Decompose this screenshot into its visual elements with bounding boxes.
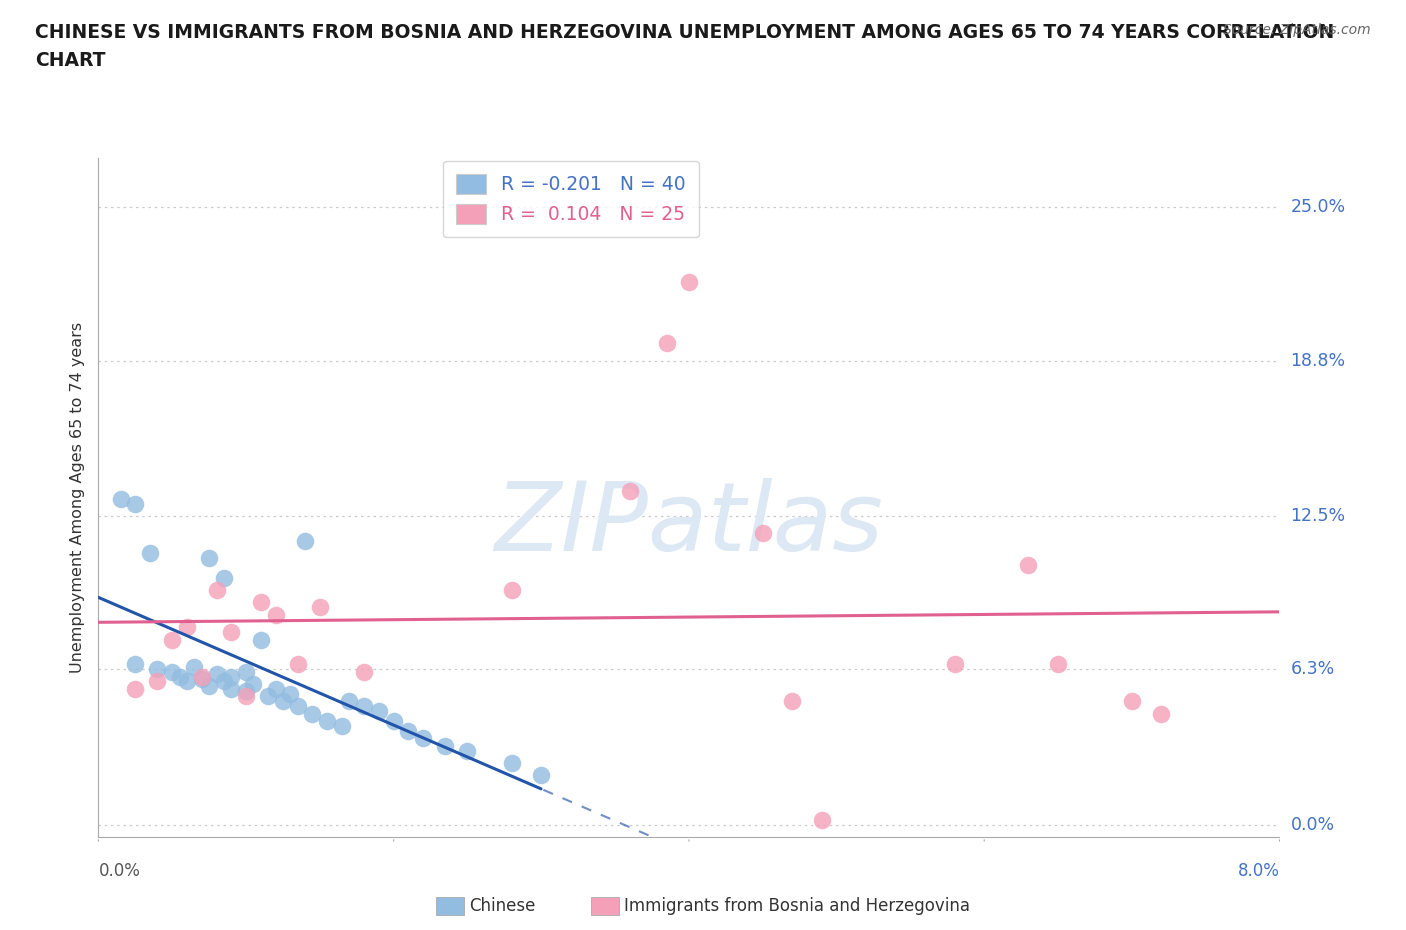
Point <box>287 698 309 713</box>
Point <box>294 533 316 548</box>
Point <box>198 551 221 565</box>
Point <box>169 669 191 684</box>
Point <box>751 525 773 540</box>
Legend: R = -0.201   N = 40, R =  0.104   N = 25: R = -0.201 N = 40, R = 0.104 N = 25 <box>443 161 699 237</box>
Point <box>235 664 257 679</box>
Point <box>810 812 832 827</box>
Point <box>278 686 301 701</box>
Point <box>124 657 146 671</box>
Text: 0.0%: 0.0% <box>98 862 141 880</box>
Point <box>212 570 235 585</box>
Point <box>396 724 419 738</box>
Point <box>456 743 478 758</box>
Point <box>162 632 183 647</box>
Point <box>782 694 804 709</box>
Point <box>287 657 309 671</box>
Point <box>382 713 405 728</box>
Point <box>353 698 375 713</box>
Point <box>271 694 294 709</box>
Point <box>212 674 235 689</box>
Point <box>1150 706 1173 721</box>
Point <box>678 274 700 289</box>
Point <box>301 706 323 721</box>
Point <box>124 497 146 512</box>
Text: ZIPatlas: ZIPatlas <box>495 478 883 571</box>
Point <box>501 583 523 598</box>
Y-axis label: Unemployment Among Ages 65 to 74 years: Unemployment Among Ages 65 to 74 years <box>69 322 84 673</box>
Point <box>434 738 457 753</box>
Point <box>250 595 273 610</box>
Point <box>501 755 523 770</box>
Point <box>110 491 132 506</box>
Point <box>1017 558 1039 573</box>
Point <box>190 671 214 686</box>
Point <box>176 619 198 634</box>
Point <box>198 679 221 694</box>
Point <box>242 676 264 691</box>
Point <box>205 583 228 598</box>
Point <box>412 731 434 746</box>
Text: Source: ZipAtlas.com: Source: ZipAtlas.com <box>1223 23 1371 37</box>
Point <box>308 600 332 615</box>
Text: 25.0%: 25.0% <box>1291 198 1346 217</box>
Point <box>316 713 339 728</box>
Point <box>337 694 360 709</box>
Text: 8.0%: 8.0% <box>1237 862 1279 880</box>
Point <box>176 674 198 689</box>
Text: 18.8%: 18.8% <box>1291 352 1346 369</box>
Point <box>353 664 375 679</box>
Point <box>219 669 242 684</box>
Text: Chinese: Chinese <box>470 897 536 915</box>
Point <box>235 684 257 698</box>
Text: CHINESE VS IMMIGRANTS FROM BOSNIA AND HERZEGOVINA UNEMPLOYMENT AMONG AGES 65 TO : CHINESE VS IMMIGRANTS FROM BOSNIA AND HE… <box>35 23 1334 42</box>
Text: 12.5%: 12.5% <box>1291 507 1346 525</box>
Point <box>619 484 641 498</box>
Point <box>264 607 287 622</box>
Point <box>1046 657 1069 671</box>
Point <box>205 667 228 682</box>
Point <box>655 336 678 351</box>
Text: Immigrants from Bosnia and Herzegovina: Immigrants from Bosnia and Herzegovina <box>624 897 970 915</box>
Point <box>146 661 169 676</box>
Text: CHART: CHART <box>35 51 105 70</box>
Point <box>146 674 169 689</box>
Point <box>257 689 280 704</box>
Text: 6.3%: 6.3% <box>1291 660 1334 678</box>
Point <box>1121 694 1143 709</box>
Point <box>124 682 146 697</box>
Point <box>219 625 242 640</box>
Text: 0.0%: 0.0% <box>1291 816 1334 833</box>
Point <box>162 664 183 679</box>
Point <box>330 719 353 734</box>
Point <box>235 689 257 704</box>
Point <box>250 632 273 647</box>
Point <box>183 659 205 674</box>
Point <box>264 682 287 697</box>
Point <box>367 704 389 719</box>
Point <box>219 682 242 697</box>
Point <box>530 768 553 783</box>
Point <box>190 669 214 684</box>
Point <box>943 657 966 671</box>
Point <box>139 546 162 561</box>
